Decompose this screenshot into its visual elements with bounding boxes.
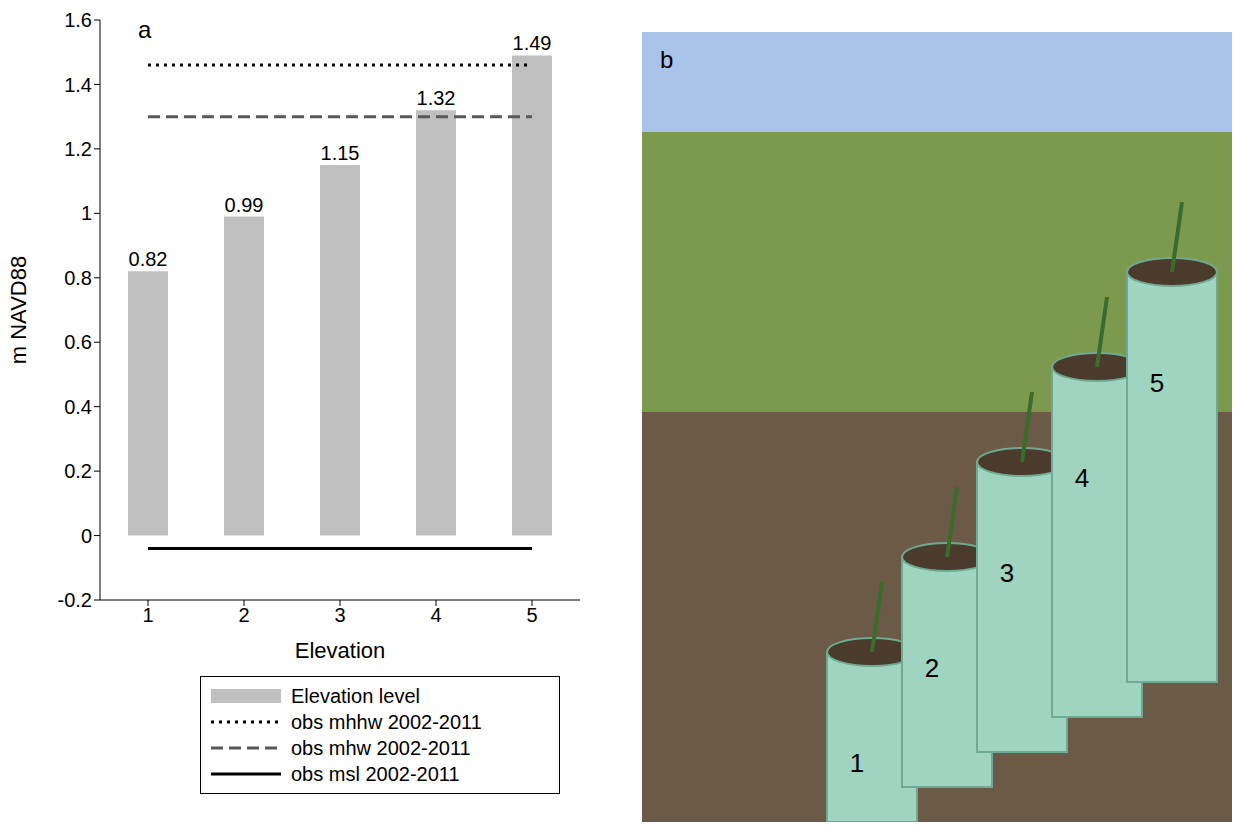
svg-text:1: 1 (142, 604, 153, 626)
svg-text:Elevation: Elevation (295, 638, 386, 663)
svg-text:1: 1 (850, 748, 864, 778)
html-text:obs msl 2002-2011: obs msl 2002-2011 (291, 762, 460, 785)
html-text:obs mhw 2002-2011: obs mhw 2002-2011 (291, 736, 471, 759)
svg-text:0.4: 0.4 (64, 396, 92, 418)
svg-text:1.4: 1.4 (64, 74, 92, 96)
svg-text:0.6: 0.6 (64, 331, 92, 353)
svg-text:0.8: 0.8 (64, 267, 92, 289)
svg-text:3: 3 (334, 604, 345, 626)
svg-text:0: 0 (81, 525, 92, 547)
svg-text:1.32: 1.32 (417, 87, 456, 109)
svg-text:0.99: 0.99 (225, 194, 264, 216)
svg-text:1.15: 1.15 (321, 142, 360, 164)
svg-text:1.49: 1.49 (513, 32, 552, 54)
svg-text:b: b (660, 46, 673, 73)
svg-text:0.82: 0.82 (129, 248, 168, 270)
html-text:a: a (138, 16, 152, 43)
svg-text:5: 5 (526, 604, 537, 626)
svg-text:-0.2: -0.2 (58, 589, 92, 611)
html-text:Elevation level: Elevation level (291, 684, 420, 707)
svg-text:5: 5 (1150, 368, 1164, 398)
svg-text:1.2: 1.2 (64, 138, 92, 160)
svg-text:1.6: 1.6 (64, 9, 92, 31)
svg-text:1: 1 (81, 202, 92, 224)
svg-text:3: 3 (1000, 558, 1014, 588)
svg-text:4: 4 (1075, 463, 1089, 493)
svg-text:4: 4 (430, 604, 441, 626)
svg-text:0.2: 0.2 (64, 460, 92, 482)
svg-text:m NAVD88: m NAVD88 (6, 256, 31, 364)
svg-text:2: 2 (238, 604, 249, 626)
html-text:obs mhhw 2002-2011: obs mhhw 2002-2011 (291, 710, 482, 733)
svg-text:2: 2 (925, 653, 939, 683)
